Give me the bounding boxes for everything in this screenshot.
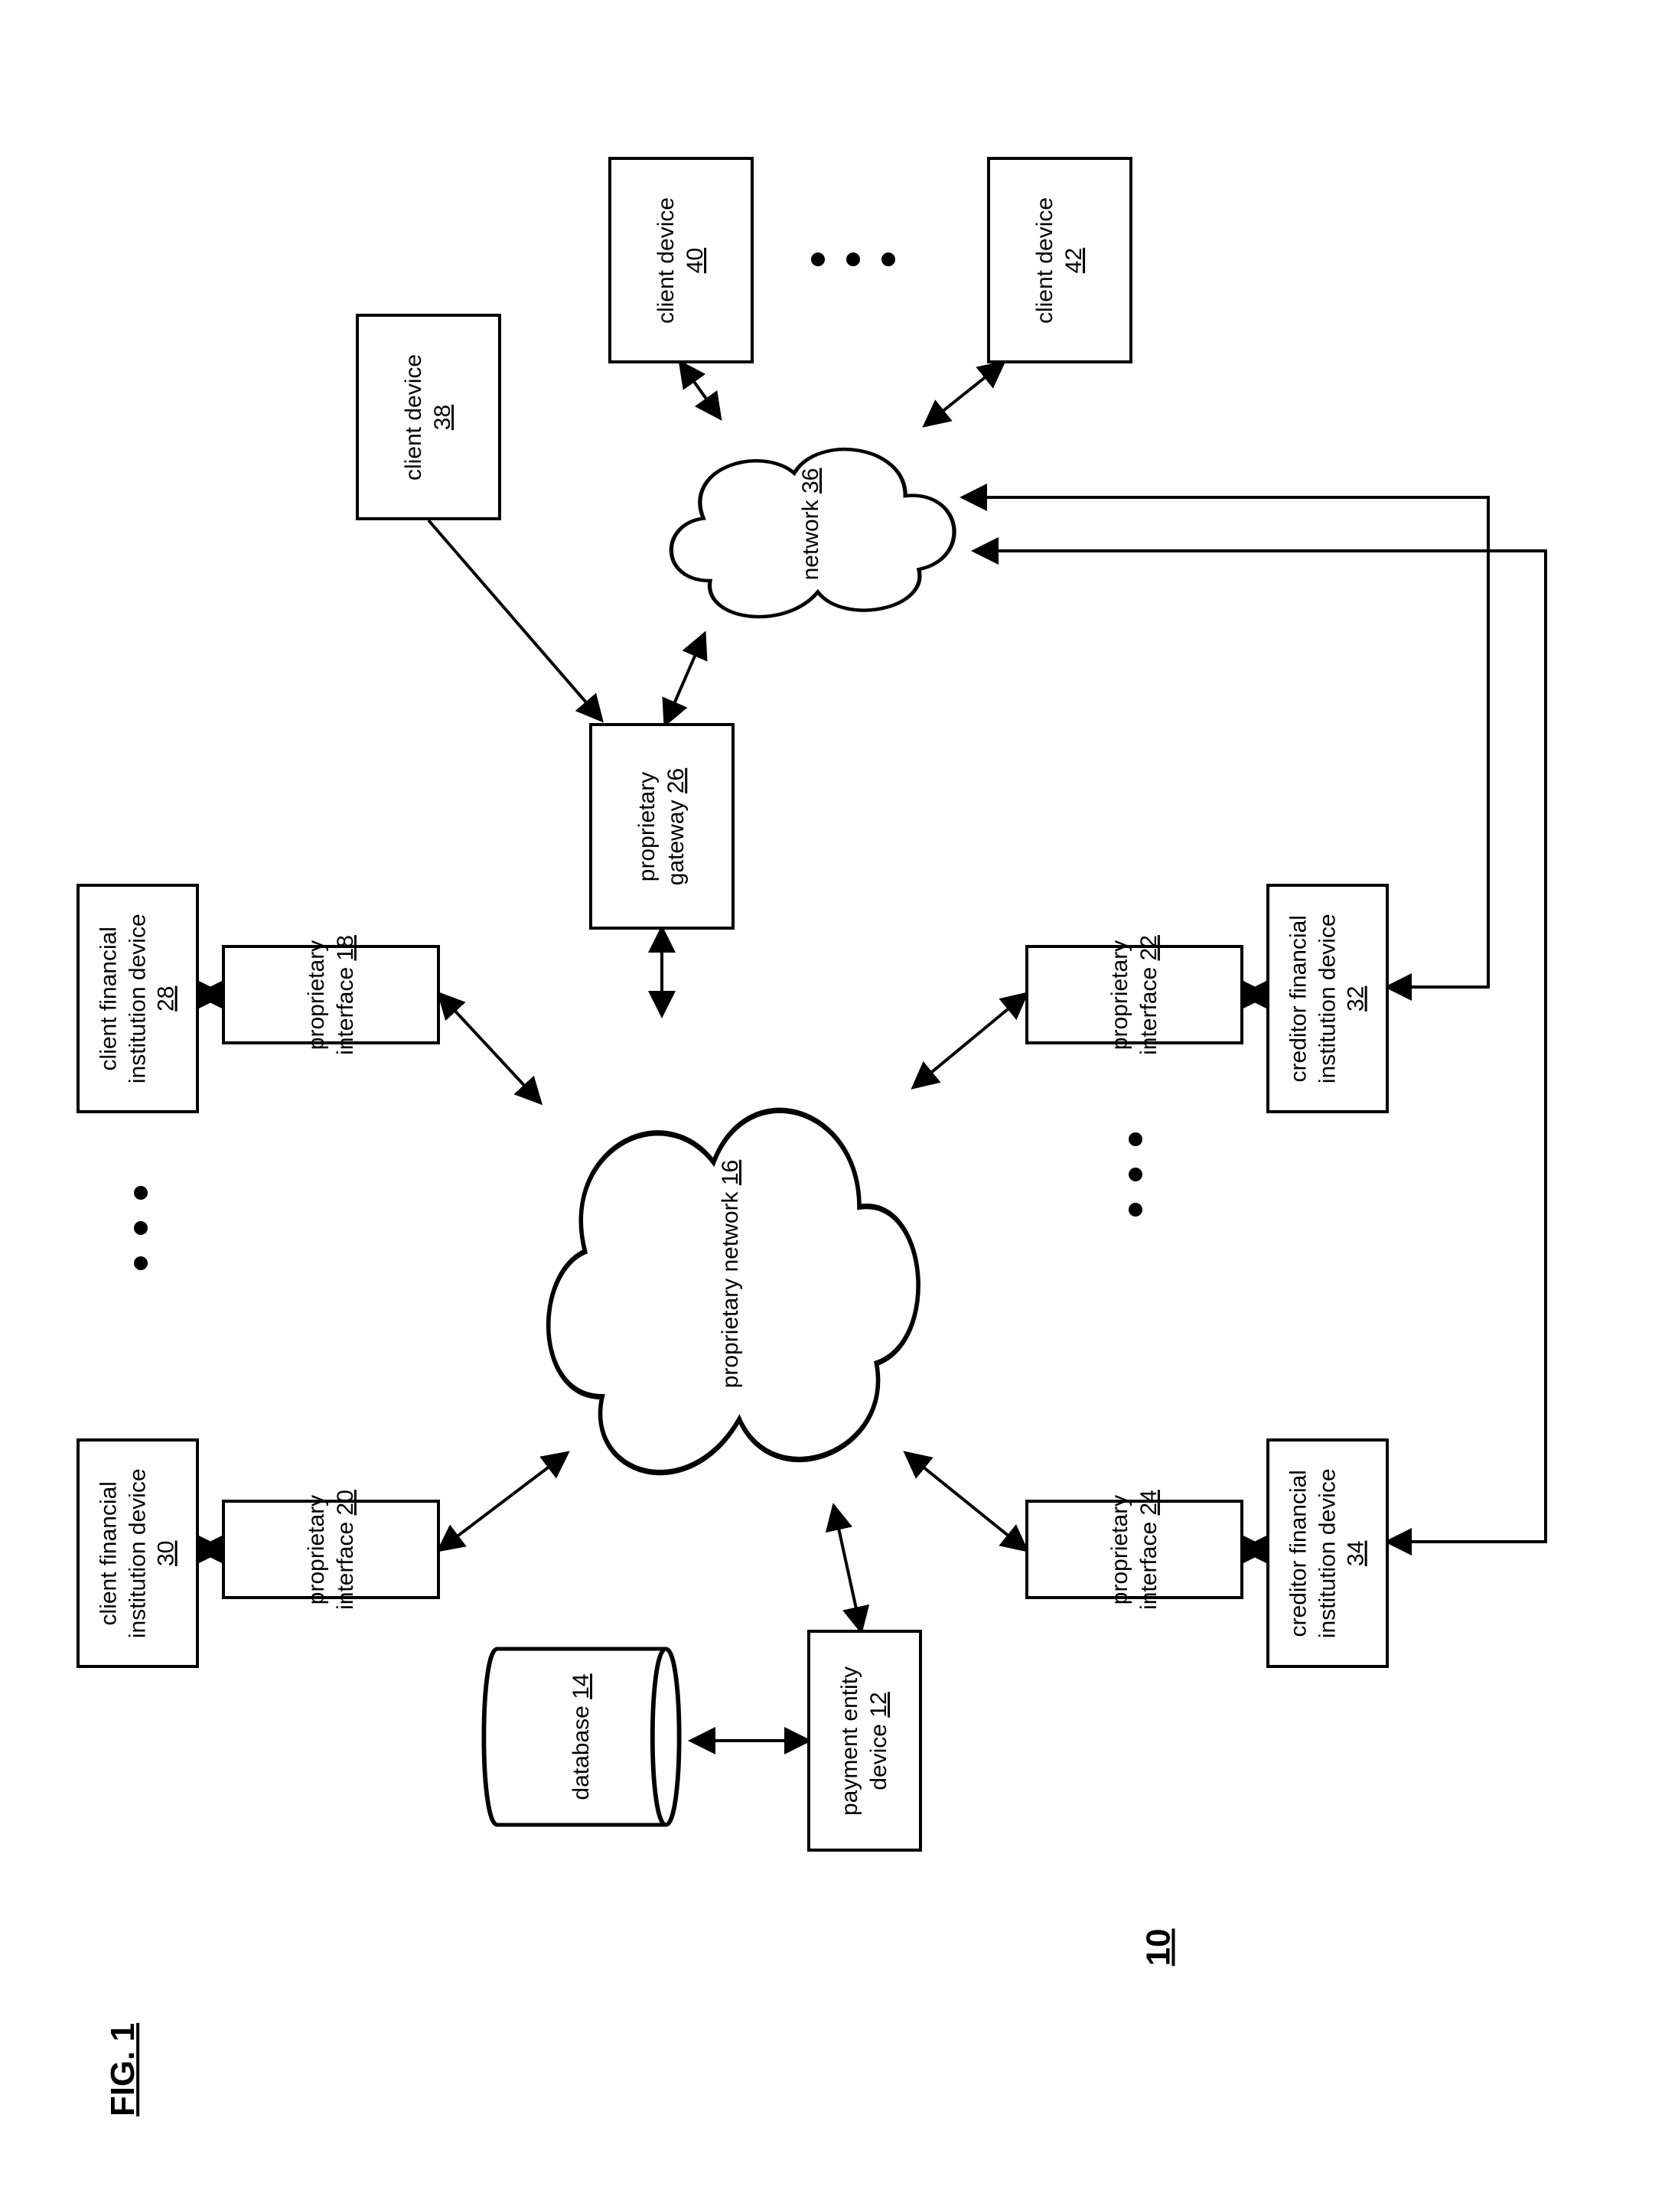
node-label: client device — [653, 197, 682, 323]
dot-icon — [134, 1186, 148, 1200]
node-label: creditor financial — [1285, 914, 1314, 1083]
cylinder-ref: 14 — [569, 1673, 595, 1699]
node-client-device-40: client device40 — [608, 157, 754, 363]
ellipsis-dots-left — [134, 1186, 148, 1270]
dot-icon — [1129, 1132, 1142, 1146]
node-creditor-financial-institution-device-34: creditor financialinstitution device34 — [1266, 1438, 1389, 1668]
node-label: creditor financial — [1285, 1468, 1314, 1638]
dot-icon — [134, 1221, 148, 1235]
node-label: proprietary — [1106, 1490, 1135, 1610]
node-proprietary-interface-18: proprietaryinterface 18 — [222, 945, 440, 1044]
node-label: proprietary — [634, 767, 663, 884]
node-ref: 34 — [1344, 1540, 1369, 1565]
node-ref: 40 — [683, 247, 708, 272]
ellipsis-dots-clients — [811, 252, 895, 266]
node-ref: 22 — [1136, 935, 1161, 960]
node-ref: 42 — [1061, 247, 1087, 272]
node-label: client financial — [95, 914, 124, 1083]
node-label2: institution device — [1313, 914, 1342, 1083]
node-client-device-38: client device38 — [356, 314, 501, 520]
cloud-network-36: network 36 — [643, 383, 979, 666]
cylinder-label: database — [569, 1705, 595, 1800]
node-ref: 24 — [1136, 1490, 1161, 1515]
node-proprietary-interface-20: proprietaryinterface 20 — [222, 1500, 440, 1599]
node-ref: 12 — [866, 1692, 891, 1717]
node-label2: interface — [332, 966, 357, 1054]
node-label2: device — [866, 1724, 891, 1790]
node-proprietary-interface-22: proprietaryinterface 22 — [1025, 945, 1243, 1044]
node-label: proprietary — [302, 1490, 331, 1610]
node-label: client device — [400, 353, 429, 480]
edge-e16 — [964, 497, 1488, 987]
system-reference-number: 10 — [1139, 1929, 1178, 1966]
node-label: proprietary — [1106, 935, 1135, 1055]
cloud-proprietary-network-16: proprietary network 16 — [516, 995, 945, 1553]
node-label2: interface — [332, 1521, 357, 1609]
node-ref: 32 — [1344, 985, 1369, 1011]
dot-icon — [1129, 1168, 1142, 1181]
node-label: payment entity — [836, 1666, 865, 1815]
node-proprietary-interface-24: proprietaryinterface 24 — [1025, 1500, 1243, 1599]
node-ref: 20 — [332, 1490, 357, 1515]
dot-icon — [846, 252, 860, 266]
cloud-label: proprietary network — [718, 1191, 744, 1388]
node-ref: 28 — [154, 985, 179, 1011]
node-client-financial-institution-device-28: client financialinstitution device28 — [77, 884, 199, 1113]
cloud-label: network — [798, 500, 824, 580]
dot-icon — [134, 1256, 148, 1270]
node-label2: institution device — [123, 914, 152, 1083]
cloud-ref: 16 — [718, 1160, 744, 1185]
node-label2: institution device — [123, 1468, 152, 1638]
figure-caption: FIG. 1 — [104, 2023, 142, 2116]
dot-icon — [811, 252, 825, 266]
node-proprietary-gateway-26: proprietarygateway 26 — [589, 723, 735, 930]
diagram-canvas: client device38 client device40 client d… — [0, 0, 1665, 2212]
node-ref: 26 — [663, 767, 689, 793]
cloud-ref: 36 — [798, 468, 824, 494]
node-ref: 38 — [430, 404, 455, 429]
node-label: client device — [1031, 197, 1061, 323]
node-label2: interface — [1136, 966, 1161, 1054]
node-payment-entity-device-12: payment entitydevice 12 — [807, 1630, 922, 1852]
node-label: proprietary — [302, 935, 331, 1055]
edge-e1 — [428, 520, 601, 719]
dot-icon — [1129, 1203, 1142, 1217]
node-client-device-42: client device42 — [987, 157, 1132, 363]
node-label2: institution device — [1313, 1468, 1342, 1638]
node-ref: 30 — [154, 1540, 179, 1565]
dot-icon — [881, 252, 895, 266]
edge-e17 — [976, 551, 1546, 1542]
node-label2: interface — [1136, 1521, 1161, 1609]
node-ref: 18 — [332, 935, 357, 960]
node-label: client financial — [95, 1468, 124, 1638]
ellipsis-dots-right — [1129, 1132, 1142, 1217]
cylinder-database-14: database 14 — [471, 1641, 692, 1832]
node-client-financial-institution-device-30: client financialinstitution device30 — [77, 1438, 199, 1668]
node-creditor-financial-institution-device-32: creditor financialinstitution device32 — [1266, 884, 1389, 1113]
node-label2: gateway — [663, 800, 689, 885]
